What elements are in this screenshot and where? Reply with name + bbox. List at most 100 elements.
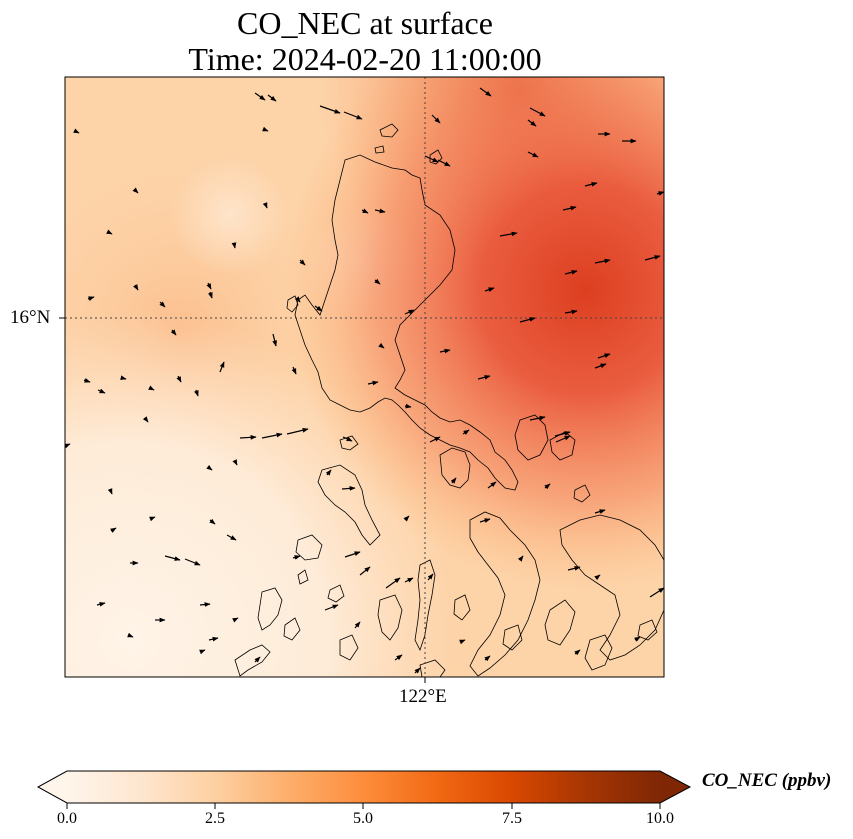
wind-arrow	[254, 656, 261, 663]
wind-arrow	[404, 403, 412, 409]
wind-arrow	[232, 617, 239, 623]
wind-arrow	[294, 296, 301, 303]
wind-arrow	[567, 565, 581, 571]
wind-arrow	[378, 342, 385, 349]
colorbar-tick-label: 0.0	[57, 810, 77, 827]
wind-arrow	[262, 202, 268, 209]
wind-arrow	[325, 469, 332, 476]
wind-arrow	[206, 464, 213, 471]
wind-arrow	[517, 555, 524, 562]
map-frame	[64, 76, 665, 678]
wind-arrow	[354, 621, 361, 629]
wind-arrow	[594, 258, 611, 264]
wind-arrow	[462, 429, 470, 435]
wind-arrow	[106, 229, 113, 235]
wind-arrow	[555, 435, 571, 443]
wind-arrow	[450, 477, 457, 484]
wind-arrow	[159, 301, 166, 308]
gridlines	[65, 77, 664, 677]
wind-arrow	[324, 604, 339, 611]
colorbar-tick-label: 2.5	[205, 810, 225, 827]
wind-arrow	[194, 389, 199, 397]
wind-arrow	[574, 649, 581, 656]
wind-arrow	[644, 255, 661, 261]
wind-arrow	[184, 558, 201, 566]
wind-arrow	[374, 278, 381, 285]
wind-arrow	[459, 639, 466, 645]
wind-arrow	[97, 388, 106, 394]
wind-arrow	[226, 534, 237, 541]
wind-arrow	[361, 208, 369, 214]
wind-arrow	[107, 488, 113, 495]
wind-arrow	[132, 187, 139, 194]
wind-arrow	[254, 92, 266, 101]
wind-arrow	[527, 119, 537, 127]
wind-arrow	[597, 353, 611, 359]
wind-arrow	[656, 191, 664, 196]
wind-arrow	[431, 114, 441, 124]
wind-arrow	[544, 483, 551, 490]
wind-arrow	[261, 432, 283, 439]
wind-arrow	[65, 443, 71, 449]
wind-arrow	[394, 654, 403, 661]
wind-arrow	[344, 551, 361, 558]
wind-arrow	[385, 577, 401, 589]
colorbar-label: CO_NEC (ppbv)	[702, 770, 832, 791]
wind-arrow	[299, 259, 306, 266]
wind-arrow	[437, 159, 451, 167]
wind-arrow	[87, 296, 95, 301]
wind-arrow	[219, 361, 225, 373]
wind-arrow	[133, 284, 139, 291]
wind-arrow	[291, 366, 297, 375]
concentration-field	[65, 77, 664, 677]
wind-arrow	[208, 291, 213, 299]
wind-arrow	[484, 287, 495, 292]
wind-arrow	[554, 431, 571, 437]
wind-arrow	[239, 434, 257, 440]
wind-arrow	[439, 348, 451, 354]
wind-arrow	[564, 269, 578, 275]
wind-arrow	[477, 374, 491, 380]
wind-arrow	[342, 436, 353, 442]
wind-arrow	[176, 375, 182, 383]
wind-arrow	[267, 94, 277, 102]
map-title: CO_NEC at surface	[237, 5, 493, 41]
wind-arrow	[367, 380, 379, 386]
wind-arrow	[479, 87, 492, 97]
wind-arrow	[208, 636, 219, 642]
wind-arrow	[487, 481, 497, 489]
wind-arrow	[484, 655, 491, 662]
wind-arrow	[404, 309, 415, 315]
wind-arrow	[427, 573, 434, 581]
wind-arrow	[594, 574, 601, 581]
wind-arrow	[594, 363, 607, 369]
wind-arrow	[343, 111, 363, 120]
wind-arrow	[404, 577, 414, 583]
lon-label: 122°E	[399, 686, 447, 707]
wind-arrow	[262, 126, 269, 132]
wind-arrow	[206, 282, 212, 290]
colorbar	[36, 770, 692, 809]
lat-label: 16°N	[10, 307, 51, 328]
wind-arrow	[529, 107, 546, 117]
wind-arrow	[199, 649, 206, 655]
wind-vectors	[65, 87, 664, 674]
wind-arrow	[429, 436, 441, 443]
wind-arrow	[564, 309, 578, 315]
wind-arrow	[164, 555, 181, 561]
wind-arrow	[148, 385, 155, 391]
wind-arrow	[96, 601, 106, 607]
wind-arrow	[424, 155, 439, 163]
colorbar-tick-label: 5.0	[353, 810, 373, 827]
map-subtitle: Time: 2024-02-20 11:00:00	[188, 41, 542, 77]
wind-arrow	[403, 515, 410, 522]
wind-arrow	[414, 667, 421, 674]
wind-arrow	[83, 378, 91, 383]
wind-arrow	[359, 566, 371, 576]
wind-arrow	[594, 509, 606, 514]
wind-arrow	[374, 208, 386, 214]
wind-arrow	[634, 636, 641, 642]
wind-arrow	[142, 416, 149, 423]
wind-arrow	[479, 518, 491, 523]
